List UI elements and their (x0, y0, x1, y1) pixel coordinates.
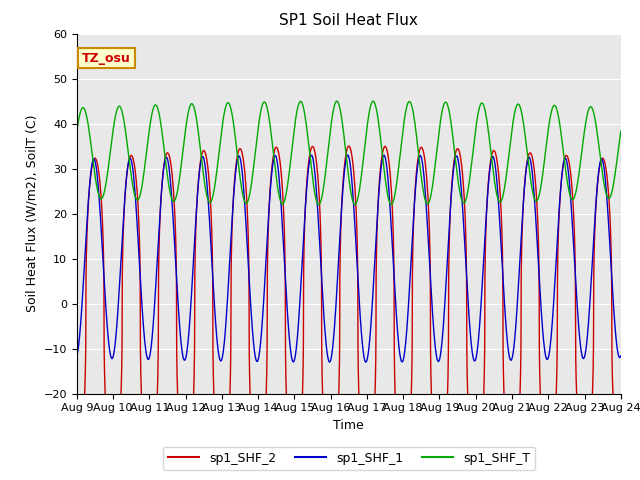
Line: sp1_SHF_T: sp1_SHF_T (77, 101, 621, 204)
sp1_SHF_T (501, 181, 509, 187)
sp1_SHF_T (276, 198, 284, 204)
sp1_SHF_1 (189, 263, 197, 269)
Legend: sp1_SHF_2, sp1_SHF_1, sp1_SHF_T: sp1_SHF_2, sp1_SHF_1, sp1_SHF_T (163, 447, 535, 469)
sp1_SHF_2 (189, 404, 197, 409)
sp1_SHF_1 (362, 359, 370, 365)
sp1_SHF_T (424, 201, 432, 207)
sp1_SHF_1 (615, 354, 623, 360)
sp1_SHF_2 (424, 193, 432, 199)
sp1_SHF_2 (184, 468, 191, 473)
sp1_SHF_1 (344, 152, 351, 158)
sp1_SHF_1 (276, 192, 284, 198)
sp1_SHF_1 (617, 353, 625, 359)
Title: SP1 Soil Heat Flux: SP1 Soil Heat Flux (280, 13, 418, 28)
sp1_SHF_T (333, 98, 340, 104)
sp1_SHF_2 (276, 162, 284, 168)
sp1_SHF_1 (424, 231, 432, 237)
sp1_SHF_2 (73, 463, 81, 468)
Line: sp1_SHF_1: sp1_SHF_1 (77, 155, 621, 362)
sp1_SHF_2 (615, 460, 623, 466)
Line: sp1_SHF_2: sp1_SHF_2 (77, 146, 621, 479)
sp1_SHF_2 (617, 463, 625, 468)
sp1_SHF_T (184, 114, 191, 120)
Text: TZ_osu: TZ_osu (82, 51, 131, 65)
sp1_SHF_2 (345, 143, 353, 149)
sp1_SHF_T (351, 202, 359, 207)
sp1_SHF_2 (501, 419, 509, 425)
Y-axis label: Soil Heat Flux (W/m2), SoilT (C): Soil Heat Flux (W/m2), SoilT (C) (25, 115, 38, 312)
X-axis label: Time: Time (333, 419, 364, 432)
sp1_SHF_1 (501, 311, 509, 317)
sp1_SHF_1 (184, 345, 191, 350)
sp1_SHF_T (73, 128, 81, 134)
sp1_SHF_1 (73, 353, 81, 359)
sp1_SHF_T (617, 128, 625, 134)
sp1_SHF_T (615, 142, 623, 147)
sp1_SHF_T (189, 102, 197, 108)
sp1_SHF_2 (327, 476, 335, 480)
